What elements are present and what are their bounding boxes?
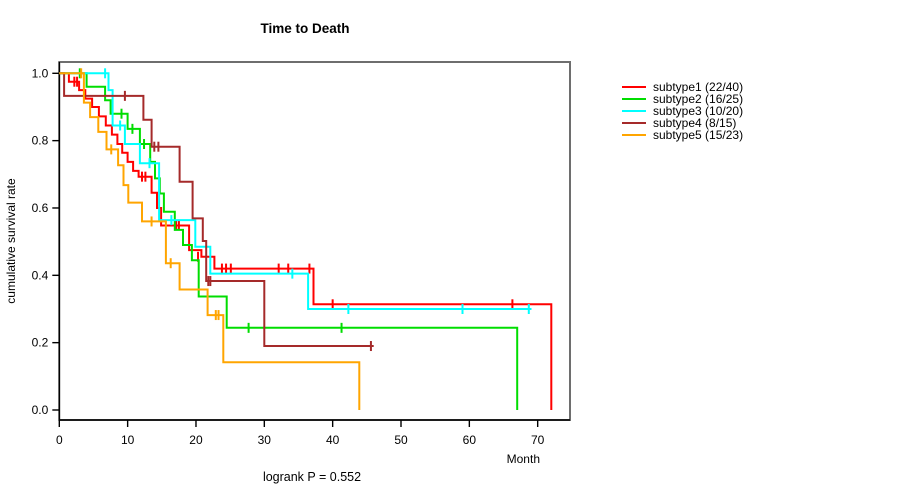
logrank-note: logrank P = 0.552 (263, 470, 361, 484)
chart-title: Time to Death (260, 21, 349, 36)
legend-label-subtype1: subtype1 (22/40) (653, 80, 743, 94)
y-axis: 0.0 0.2 0.4 0.6 0.8 1.0 (32, 66, 60, 417)
y-axis-label: cumulative survival rate (4, 178, 18, 304)
legend-item-subtype3: subtype3 (10/20) (622, 104, 743, 118)
series-subtype1 (59, 72, 553, 410)
y-tick-label: 0.0 (32, 403, 49, 417)
x-tick-label: 60 (463, 433, 477, 447)
legend-label-subtype5: subtype5 (15/23) (653, 128, 743, 142)
legend-item-subtype5: subtype5 (15/23) (622, 128, 743, 142)
series-subtype2 (59, 68, 519, 410)
survival-curves (59, 68, 553, 410)
y-tick-label: 0.6 (32, 201, 49, 215)
y-tick-label: 0.8 (32, 134, 49, 148)
survival-curve-subtype4 (59, 72, 374, 347)
x-tick-label: 40 (326, 433, 340, 447)
y-tick-label: 0.4 (32, 268, 49, 282)
plot-frame (58, 61, 572, 421)
legend: subtype1 (22/40)subtype2 (16/25)subtype3… (622, 80, 743, 142)
y-tick-label: 0.2 (32, 336, 49, 350)
legend-item-subtype4: subtype4 (8/15) (622, 116, 736, 130)
x-tick-label: 0 (56, 433, 63, 447)
y-tick-label: 1.0 (32, 66, 49, 80)
x-axis-label: Month (507, 452, 540, 466)
survival-curve-subtype3 (59, 72, 532, 310)
series-subtype3 (59, 68, 532, 314)
x-tick-label: 30 (258, 433, 272, 447)
survival-curve-subtype1 (59, 72, 553, 410)
legend-label-subtype4: subtype4 (8/15) (653, 116, 736, 130)
x-tick-label: 50 (394, 433, 408, 447)
x-tick-label: 20 (189, 433, 203, 447)
series-subtype5 (59, 68, 361, 410)
survival-curve-subtype2 (59, 72, 519, 410)
x-tick-label: 10 (121, 433, 135, 447)
series-subtype4 (59, 72, 374, 352)
x-tick-label: 70 (531, 433, 545, 447)
plot-box (58, 61, 572, 421)
legend-label-subtype3: subtype3 (10/20) (653, 104, 743, 118)
legend-item-subtype2: subtype2 (16/25) (622, 92, 743, 106)
survival-curve-subtype5 (59, 72, 361, 410)
legend-item-subtype1: subtype1 (22/40) (622, 80, 743, 94)
x-axis: 0 10 20 30 40 50 60 70 (56, 420, 545, 447)
legend-label-subtype2: subtype2 (16/25) (653, 92, 743, 106)
